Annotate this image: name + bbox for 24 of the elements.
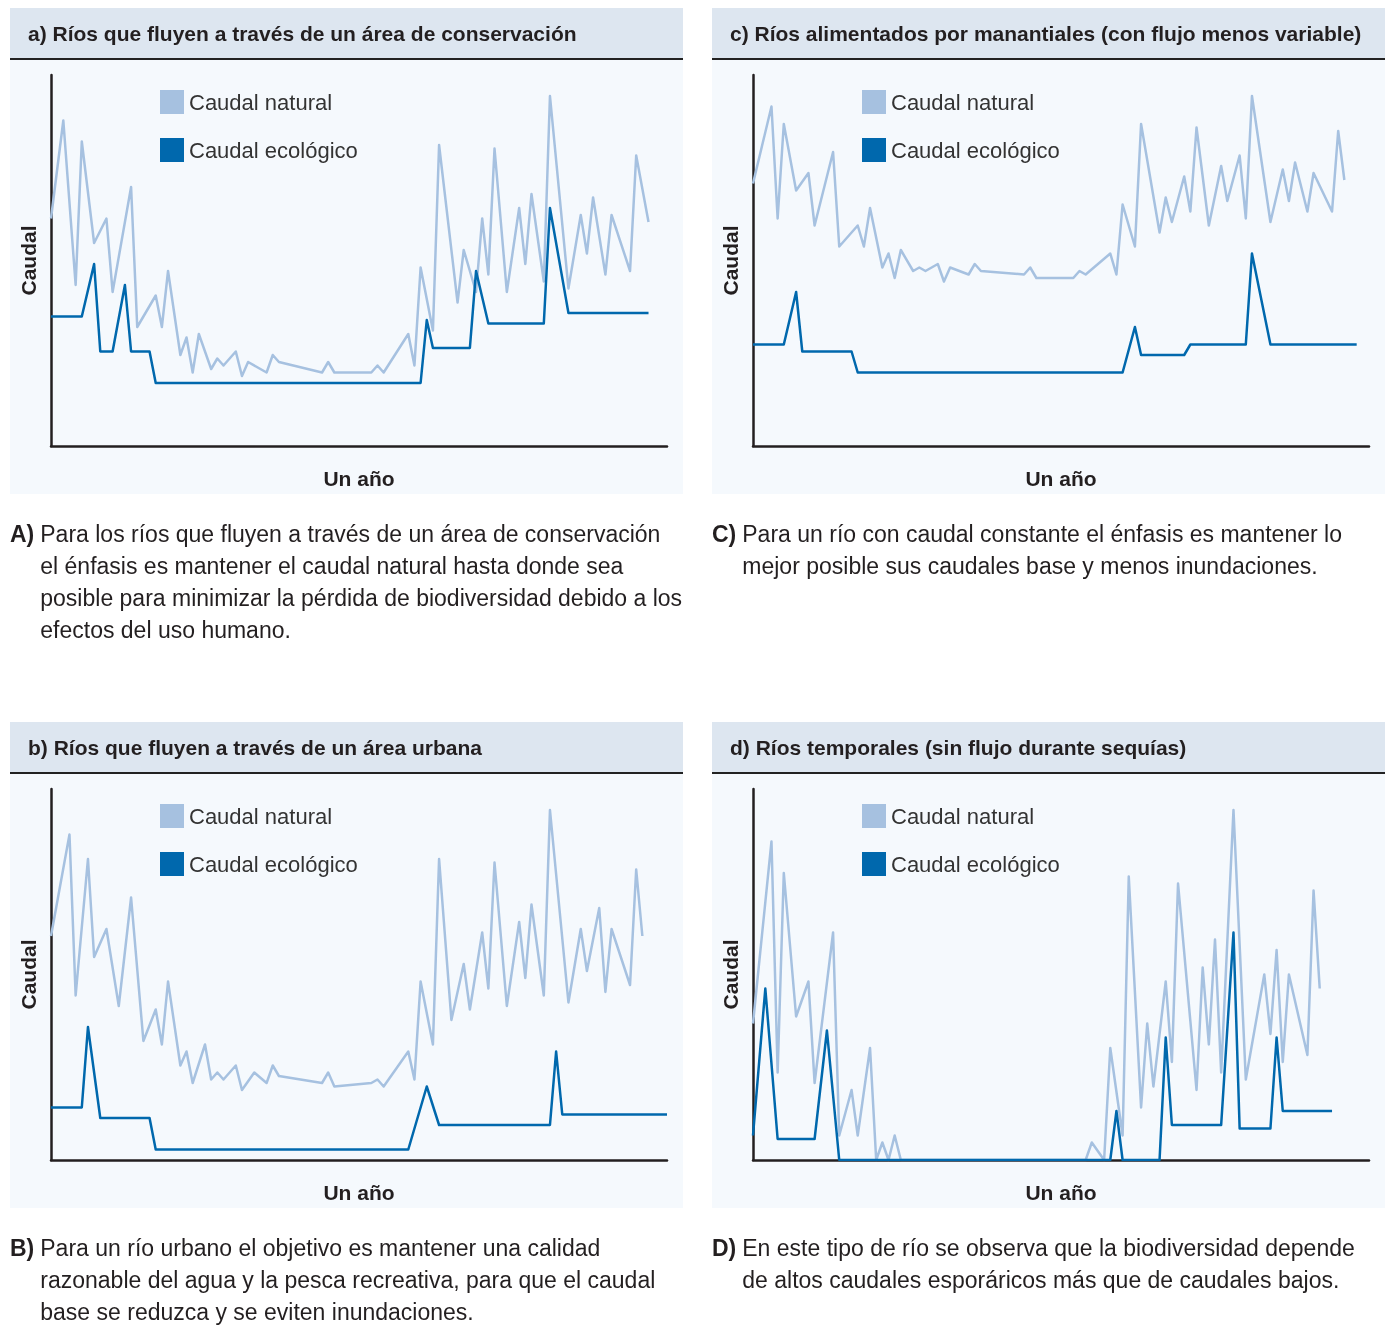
legend-label: Caudal ecológico [891,851,1060,877]
chart-title: d) Ríos temporales (sin flujo durante sequías) [712,722,1385,774]
y-axis-title: Caudal [17,939,40,1010]
legend-label: Caudal natural [891,89,1035,115]
chart-title: a) Ríos que fluyen a través de un área de conservación [10,8,683,60]
text: D) En este tipo de río se observa que la biodiversidad depende de altos caudales esporáricos más que de caudales bajos. [712,1234,1356,1295]
legend-label: Caudal natural [189,803,333,829]
text: C) Para un río con caudal constante el énfasis es mantener lo mejor posible sus caudales base y menos inundaciones. [712,520,1343,581]
y-axis-title: Caudal [719,225,742,296]
y-axis-title: Caudal [17,225,40,296]
legend-label: Caudal ecológico [189,137,358,163]
text: B) Para un río urbano el objetivo es mantener una calidad razonable del agua y la pesca recreativa, para que el caudal base se reduzca y se eviten inundaciones. [10,1234,657,1327]
x-axis-title: Un año [323,1181,395,1204]
legend-label: Caudal ecológico [189,851,358,877]
text: A) Para los ríos que fluyen a través de un área de conservación el énfasis es mantener el caudal natural hasta donde sea posible para minimizar la pérdida de biodiversidad debido a los efectos del uso humano. [10,520,683,645]
x-axis-title: Un año [1025,467,1097,490]
chart-title: c) Ríos alimentados por manantiales (con flujo menos variable) [712,8,1385,60]
y-axis-title: Caudal [719,939,742,1010]
legend-label: Caudal ecológico [891,137,1060,163]
x-axis-title: Un año [323,467,395,490]
chart-title: b) Ríos que fluyen a través de un área urbana [10,722,683,774]
legend-label: Caudal natural [891,803,1035,829]
legend-label: Caudal natural [189,89,333,115]
x-axis-title: Un año [1025,1181,1097,1204]
